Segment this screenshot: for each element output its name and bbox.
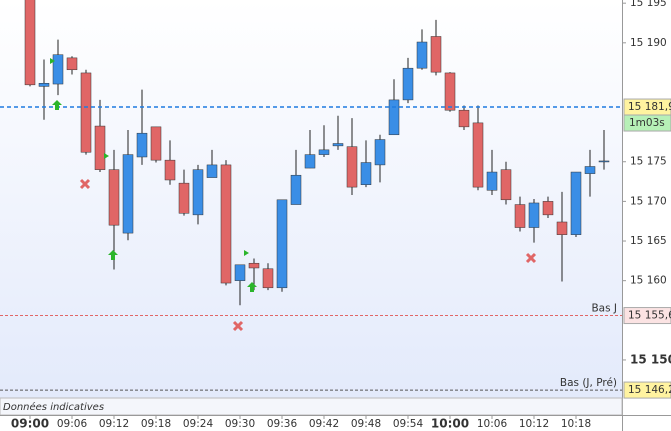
footer: Données indicatives	[3, 401, 104, 413]
candle-body	[178, 182, 190, 214]
candle-body	[332, 143, 344, 147]
y-tick-label: 15 170	[630, 195, 667, 207]
candle-body	[360, 162, 372, 185]
candle-body	[136, 132, 148, 158]
x-tick-label: 09:18	[141, 418, 171, 430]
price-label: 15 181,9	[628, 101, 671, 113]
candle-body	[304, 154, 316, 169]
candle-body	[472, 122, 484, 188]
level-label: Bas (J, Pré)	[560, 377, 617, 389]
candle-body	[388, 99, 400, 136]
plot-bg	[0, 0, 622, 398]
candle-body	[556, 221, 568, 235]
x-tick-label: 09:24	[183, 418, 214, 430]
candle-body	[94, 125, 106, 170]
candle-body	[430, 36, 442, 73]
candle-body	[318, 149, 330, 155]
candle-body	[38, 82, 50, 87]
x-tick-label: 10:18	[561, 418, 591, 430]
x-tick-label: 10:00	[431, 417, 469, 431]
y-tick-label: 15 195	[630, 0, 667, 9]
candle-body	[262, 268, 274, 289]
candle-body	[570, 171, 582, 235]
x-tick-label: 10:06	[477, 418, 508, 430]
x-tick-label: 09:30	[225, 418, 255, 430]
candle-body	[598, 160, 610, 163]
x-tick-label: 09:06	[57, 418, 88, 430]
candle-body	[122, 154, 134, 234]
timer-box	[623, 114, 671, 132]
level-label: Bas J	[591, 303, 617, 315]
price-label: 15 146,2	[628, 384, 671, 396]
x-tick-label: 09:54	[393, 418, 424, 430]
y-tick-label: 15 165	[630, 235, 667, 247]
price-box	[623, 381, 671, 399]
candle-body	[248, 262, 260, 269]
signals	[50, 58, 537, 332]
y-tick-label: 15 150	[630, 352, 671, 366]
y-tick-label: 15 160	[630, 275, 667, 287]
candle-body	[584, 166, 596, 174]
x-tick-label: 09:36	[267, 418, 298, 430]
candle-body	[192, 169, 204, 216]
timer: 1m03s	[629, 117, 665, 129]
axes: 15 195 15 190 15 175 15 170 15 165 15 160 15 1…	[11, 0, 671, 431]
candle-body	[290, 174, 302, 205]
candle-body	[542, 201, 554, 216]
candle-body	[374, 139, 386, 166]
candle-body	[486, 171, 498, 191]
y-tick-label: 15 190	[630, 37, 667, 49]
candle-body	[276, 199, 288, 289]
candle-body	[416, 41, 428, 69]
candle-body	[500, 169, 512, 201]
plot: Bas J Bas (J, Pré)	[0, 0, 622, 391]
price-label: 15 155,6	[628, 310, 671, 322]
y-tick-label: 15 175	[630, 156, 667, 168]
candle-body	[66, 57, 78, 71]
candle-body	[346, 146, 358, 188]
candle-body	[150, 126, 162, 161]
x-tick-label: 09:42	[309, 418, 339, 430]
candle-body	[234, 264, 246, 281]
x-tick-label: 09:48	[351, 418, 381, 430]
x-tick-label: 10:12	[519, 418, 549, 430]
x-tick-label: 09:12	[99, 418, 129, 430]
candle-body	[24, 0, 36, 86]
candle-body	[402, 67, 414, 101]
x-tick-label: 09:00	[11, 417, 49, 431]
candle-body	[206, 164, 218, 178]
price-box	[623, 307, 671, 325]
candle-body	[164, 159, 176, 181]
candle-body	[80, 72, 92, 153]
candle-body	[528, 202, 540, 228]
candle-body	[220, 164, 232, 284]
candle-body	[514, 204, 526, 228]
candle-body	[444, 72, 456, 111]
candle-body	[108, 169, 120, 226]
candle-body	[52, 54, 64, 85]
candle-body	[458, 109, 470, 128]
